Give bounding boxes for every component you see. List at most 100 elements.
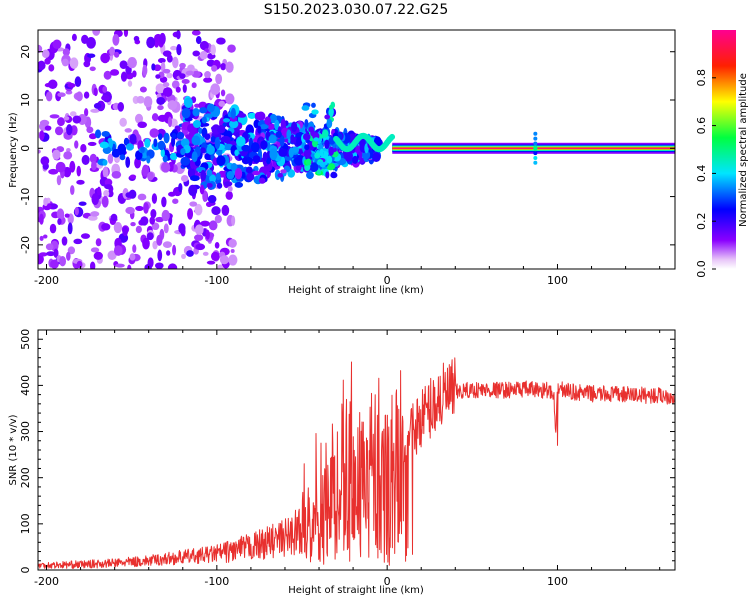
heatmap-cell [127,264,132,269]
heatmap-cell [225,190,233,200]
heatmap-cell [211,65,218,72]
heatmap-cell [69,57,79,69]
heatmap-cell [202,251,209,256]
heatmap-cell [234,149,239,157]
heatmap-cell [67,82,76,88]
heatmap-cell [245,166,253,174]
heatmap-cell [310,162,319,172]
heatmap-cell [319,148,324,157]
heatmap-cell [129,253,136,261]
heatmap-cell [192,108,200,117]
heatmap-cell [101,195,109,208]
heatmap-cell [199,147,206,154]
heatmap-cell [200,169,207,182]
heatmap-cell [210,83,221,95]
heatmap-cell [63,166,72,178]
heatmap-cell [39,213,44,225]
heatmap-cell [143,202,149,214]
heatmap-cell [170,45,178,51]
heatmap-cell [280,118,286,131]
heatmap-cell [206,260,216,265]
heatmap-cell [38,44,43,54]
heatmap-cell [39,252,48,257]
heatmap-cell [328,108,334,118]
heatmap-cell [111,170,122,179]
heatmap-cell [236,136,246,147]
heatmap-cell [304,144,310,151]
heatmap-cell [216,155,226,167]
heatmap-cell [328,104,334,110]
heatmap-cell [219,255,229,265]
heatmap-cell [220,135,231,143]
heatmap-cell [192,50,201,57]
heatmap-cell [49,114,60,119]
heatmap-cell [176,30,181,40]
heatmap-cell [62,48,70,57]
heatmap-cell [74,76,82,88]
heatmap-cell [181,107,191,119]
heatmap-cell [229,119,239,129]
heatmap-cell [214,214,222,224]
heatmap-cell [163,132,170,144]
heatmap-cell [57,117,65,127]
heatmap-cell [134,113,144,124]
snr-background [38,330,675,570]
x-tick-label: 0 [384,274,391,287]
heatmap-cell [311,109,319,115]
heatmap-cell [93,102,102,109]
heatmap-cell [187,208,194,220]
heatmap-cell [155,74,161,79]
heatmap-cell [101,95,110,101]
colorbar-tick-label: 0.8 [695,69,708,87]
heatmap-cell [301,105,310,111]
heatmap-cell [122,226,129,237]
heatmap-cell [157,140,166,151]
heatmap-cell [252,155,261,163]
heatmap-cell [324,139,330,150]
y-tick-label: 300 [19,421,32,442]
heatmap-cell [227,185,233,192]
snr-series-line [38,357,675,570]
heatmap-cell [162,50,172,57]
heatmap-cell [99,141,110,149]
heatmap-cell [56,175,62,186]
heatmap-cell [203,77,213,83]
heatmap-cell [291,121,298,133]
heatmap-cell [225,93,235,105]
heatmap-cell [67,246,76,255]
heatmap-cell [90,211,100,217]
heatmap-cell [48,168,59,175]
x-tick-label: -200 [34,274,59,287]
x-tick-label: -100 [204,274,229,287]
heatmap-cell [166,72,173,79]
heatmap-cell [141,164,150,177]
heatmap-cell [90,247,100,253]
heatmap-cell [101,130,110,138]
heatmap-cell [155,83,166,94]
heatmap-cell [293,155,304,166]
heatmap-cell [228,238,237,248]
heatmap-cell [162,154,168,163]
heatmap-cell [78,201,87,206]
heatmap-cell [280,169,287,174]
heatmap-cell [224,181,233,187]
heatmap-cell [194,234,204,241]
heatmap-cell [130,222,136,227]
heatmap-cell [234,181,244,188]
heatmap-cell [127,80,133,87]
chart-title: S150.2023.030.07.22.G25 [264,2,449,18]
heatmap-cell [89,261,96,269]
heatmap-cell [234,168,243,180]
heatmap-cell [135,225,142,234]
heatmap-cell [250,142,260,153]
heatmap-cell [129,174,137,180]
heatmap-cell [199,122,210,127]
heatmap-cell [254,111,262,120]
heatmap-cell [39,235,44,241]
heatmap-cell [74,206,79,216]
heatmap-cell [80,144,87,153]
heatmap-cell [257,125,262,134]
heatmap-cell [204,113,213,119]
heatmap-cell [225,61,234,73]
heatmap-cell [63,116,70,121]
